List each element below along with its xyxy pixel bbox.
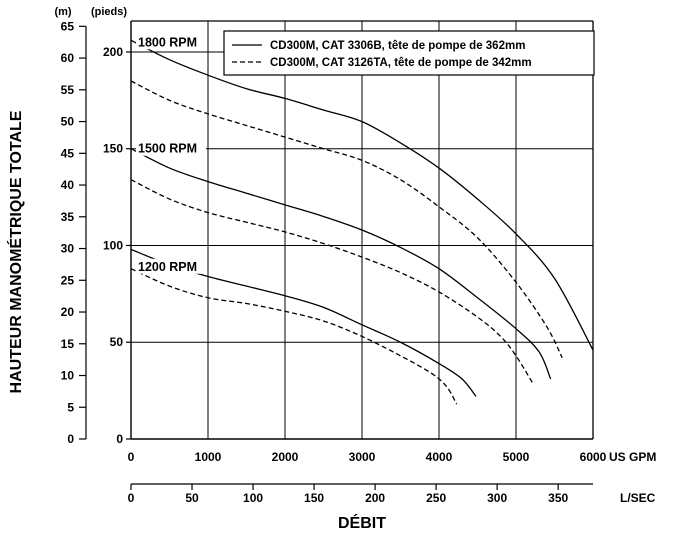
y-tick-label-m: 65 [61,19,75,33]
y-tick-label-ft: 0 [116,432,123,446]
legend-box [223,30,595,76]
y-unit-metres: (m) [54,6,71,18]
x-unit-gpm: US GPM [609,450,656,464]
legend-label: CD300M, CAT 3126TA, tête de pompe de 342… [270,57,532,69]
x-tick-label-gpm: 3000 [349,450,376,464]
x-tick-label-gpm: 0 [128,450,135,464]
y-tick-label-m: 45 [61,146,75,160]
x-tick-label-gpm: 6000 [580,450,607,464]
x-tick-label-lsec: 50 [185,491,199,505]
y-tick-label-m: 60 [61,51,75,65]
rpm-label-bg [136,258,206,274]
x-tick-label-lsec: 150 [304,491,324,505]
y-tick-label-m: 55 [61,83,75,97]
x-tick-label-lsec: 200 [365,491,385,505]
series-curve-1500-dashed [130,179,535,386]
x-tick-label-lsec: 250 [426,491,446,505]
y-axis-title: HAUTEUR MANOMÉTRIQUE TOTALE [6,110,25,393]
rpm-label-bg [136,34,206,50]
y-tick-label-m: 35 [61,210,75,224]
y-tick-label-m: 20 [61,305,75,319]
y-tick-label-ft: 150 [103,142,123,156]
x-tick-label-gpm: 2000 [272,450,299,464]
x-tick-label-gpm: 5000 [503,450,530,464]
x-tick-label-gpm: 1000 [195,450,222,464]
x-tick-label-lsec: 0 [128,491,135,505]
y-tick-label-m: 25 [61,273,75,287]
series-curve-1800-dashed [130,80,563,359]
x-tick-label-gpm: 4000 [426,450,453,464]
series-curve-1200-dashed [130,268,458,405]
y-tick-label-ft: 200 [103,45,123,59]
rpm-label-bg [136,140,206,156]
y-tick-label-m: 5 [67,400,74,414]
rpm-label: 1500 RPM [138,142,197,156]
rpm-label: 1800 RPM [138,35,197,49]
labels: (m) (pieds) DÉBIT HAUTEUR MANOMÉTRIQUE TOTA… [6,6,386,532]
series-curve-1800-solid [130,39,594,351]
x-tick-label-lsec: 100 [243,491,263,505]
y-tick-label-ft: 100 [103,238,123,252]
y-tick-label-m: 15 [61,337,75,351]
series-curve-1500-solid [130,148,552,380]
x-axis-title: DÉBIT [338,513,386,532]
y-tick-label-ft: 50 [110,335,124,349]
y-tick-label-m: 30 [61,242,75,256]
y-tick-label-m: 40 [61,178,75,192]
y-tick-label-m: 50 [61,115,75,129]
legend: CD300M, CAT 3306B, tête de pompe de 362m… [223,30,595,76]
y-unit-feet: (pieds) [91,6,127,18]
x-unit-lsec: L/SEC [620,491,656,505]
y-tick-label-m: 10 [61,369,75,383]
x-tick-label-lsec: 300 [487,491,507,505]
legend-label: CD300M, CAT 3306B, tête de pompe de 362m… [270,40,525,52]
y-tick-label-m: 0 [67,432,74,446]
x-tick-label-lsec: 350 [548,491,568,505]
rpm-label: 1200 RPM [138,260,197,274]
